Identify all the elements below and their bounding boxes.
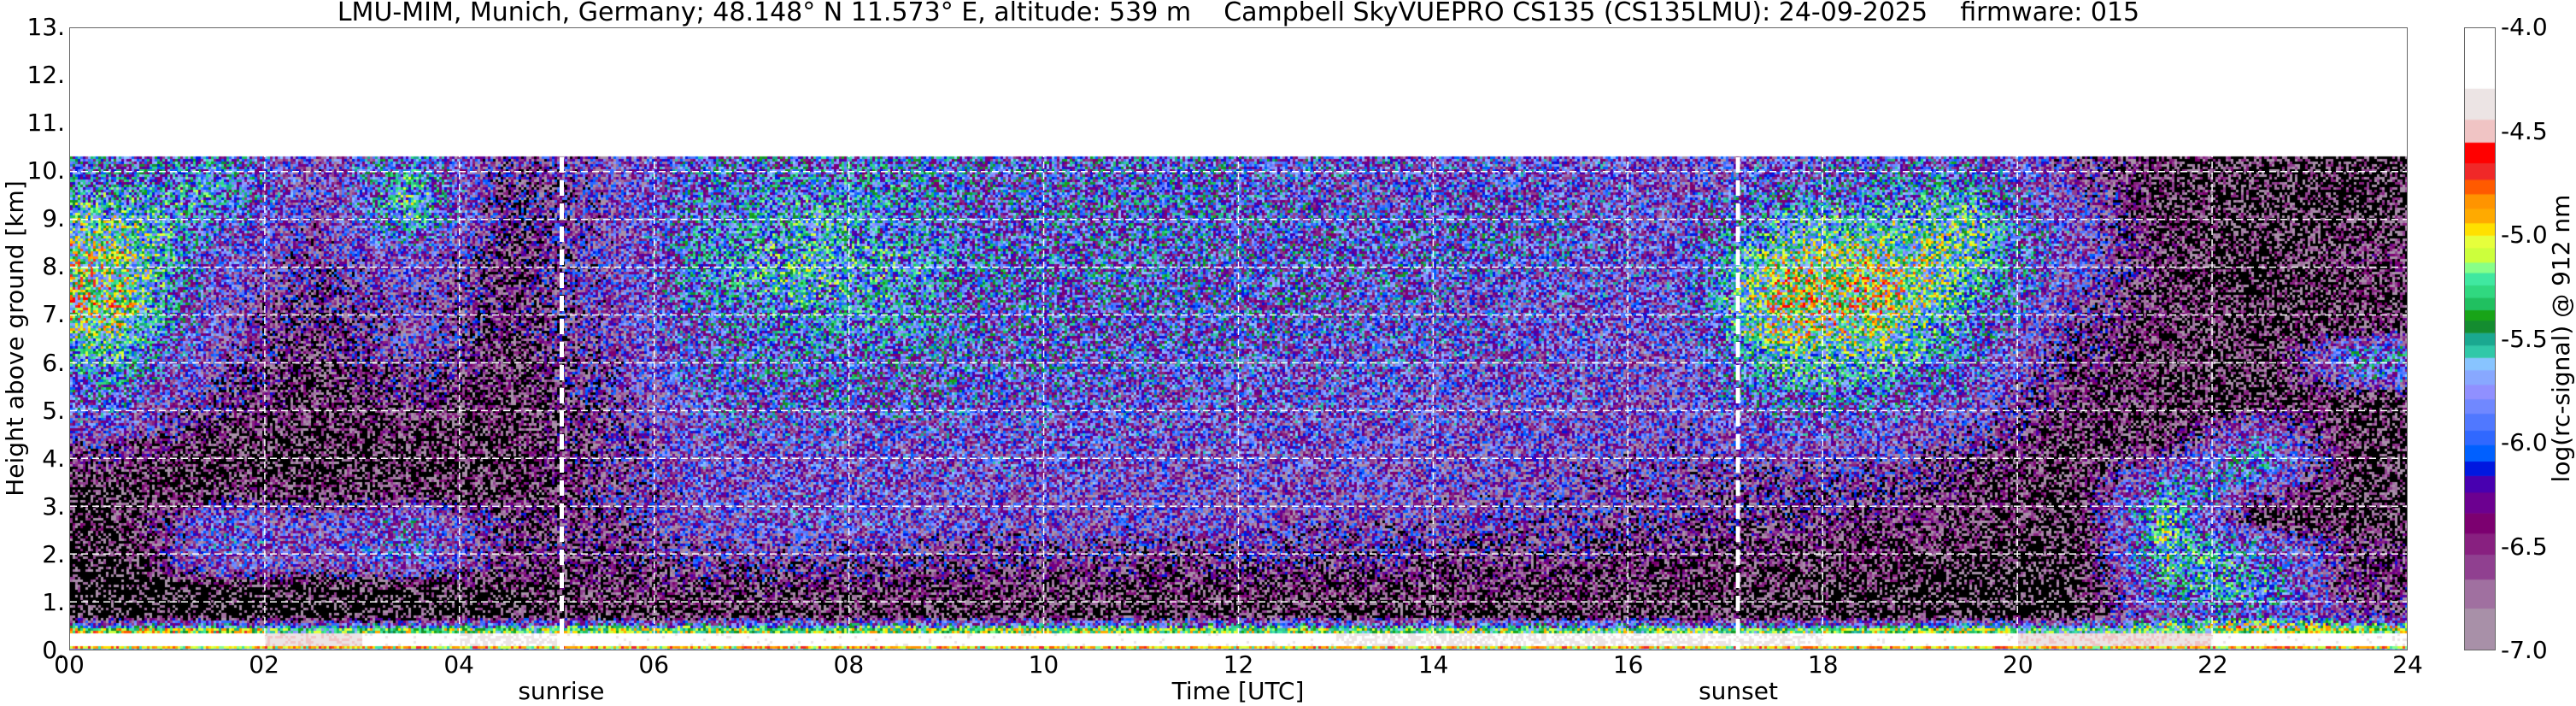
y-tick-label: 11.: [26, 109, 65, 138]
sunset-label: sunset: [1699, 677, 1778, 705]
x-tick-label: 06: [638, 650, 670, 679]
x-tick-label: 00: [54, 650, 85, 679]
x-axis-label: Time [UTC]: [1171, 677, 1305, 705]
x-tick-label: 08: [833, 650, 865, 679]
colorbar-label: log(rc-signal) @ 912 nm: [2547, 194, 2575, 483]
colorbar: [2464, 27, 2496, 650]
x-tick-label: 22: [2198, 650, 2228, 679]
x-tick-label: 04: [443, 650, 474, 679]
colorbar-tick-label: -6.0: [2501, 428, 2548, 456]
plot-area: [69, 27, 2408, 650]
colorbar-tick-label: -6.5: [2501, 532, 2548, 561]
y-tick-label: 2.: [42, 539, 65, 568]
y-tick-label: 3.: [42, 491, 65, 521]
y-tick-label: 10.: [26, 156, 65, 185]
y-tick-label: 5.: [42, 396, 65, 425]
y-tick-label: 7.: [42, 300, 65, 329]
colorbar-tick-label: -7.0: [2501, 636, 2548, 664]
y-tick-label: 0.: [42, 636, 65, 664]
y-tick-label: 9.: [42, 204, 65, 233]
y-tick-label: 8.: [42, 252, 65, 281]
x-tick-label: 24: [2392, 650, 2423, 679]
x-tick-label: 18: [1807, 650, 1839, 679]
y-axis-label: Height above ground [km]: [1, 180, 29, 497]
grid-overlay: [70, 28, 2407, 650]
y-tick-label: 13.: [26, 13, 65, 41]
sunrise-label: sunrise: [518, 677, 605, 705]
chart-title: LMU-MIM, Munich, Germany; 48.148° N 11.5…: [337, 0, 2140, 27]
x-tick-label: 02: [249, 650, 279, 679]
colorbar-tick-label: -5.0: [2501, 221, 2548, 249]
y-tick-label: 1.: [42, 587, 65, 616]
colorbar-tick-label: -4.0: [2501, 13, 2548, 41]
y-tick-label: 12.: [26, 61, 65, 90]
x-tick-label: 20: [2003, 650, 2033, 679]
y-tick-label: 4.: [42, 444, 65, 473]
colorbar-tick-label: -5.5: [2501, 324, 2548, 353]
x-tick-label: 10: [1028, 650, 1059, 679]
y-tick-label: 6.: [42, 348, 65, 377]
x-tick-label: 12: [1223, 650, 1254, 679]
x-tick-label: 16: [1612, 650, 1644, 679]
colorbar-tick-label: -4.5: [2501, 116, 2548, 145]
x-tick-label: 14: [1417, 650, 1449, 679]
